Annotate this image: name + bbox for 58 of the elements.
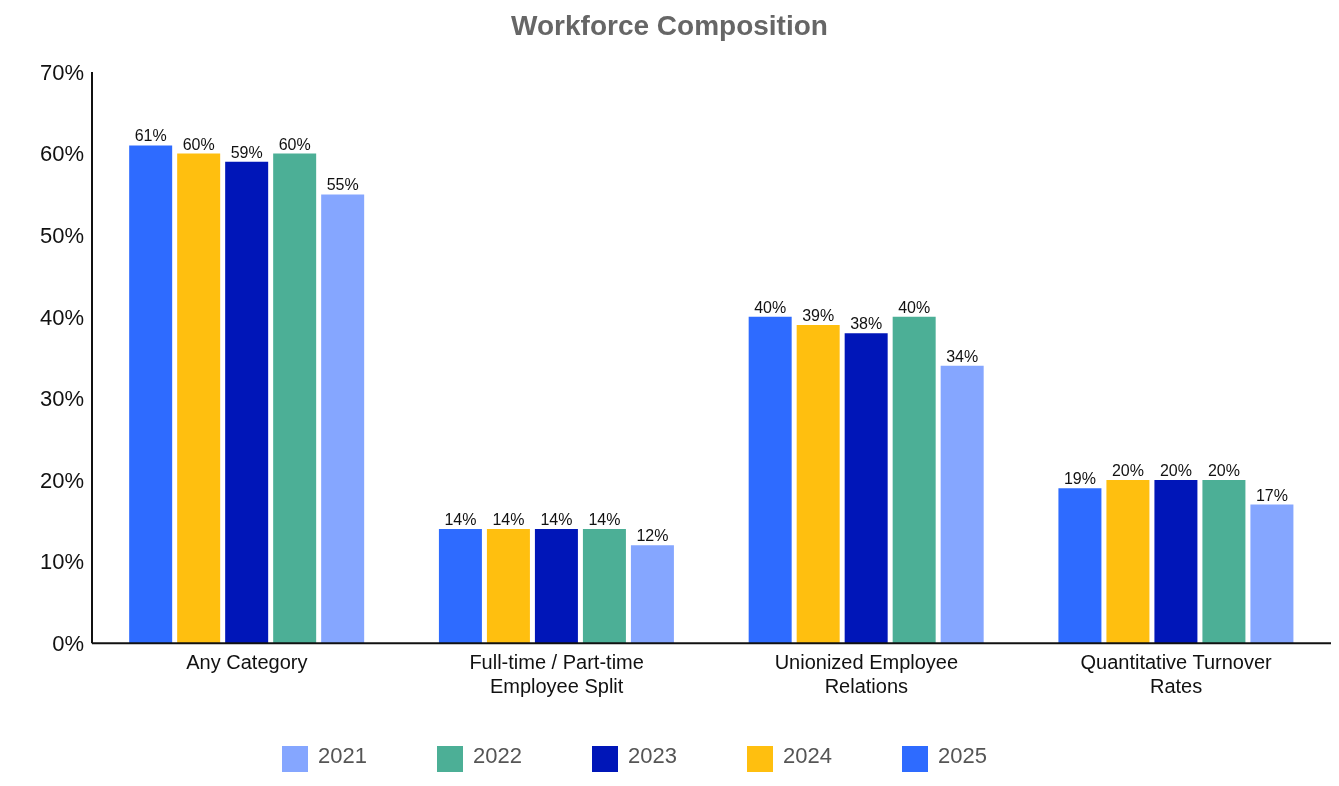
bar: [892, 316, 936, 644]
data-label: 59%: [230, 143, 263, 161]
data-label: 14%: [588, 510, 621, 528]
data-label: 19%: [1063, 470, 1096, 488]
legend-label: 2024: [782, 743, 832, 769]
data-label: 61%: [134, 127, 167, 145]
bar: [177, 153, 221, 644]
y-tick-label: 60%: [39, 141, 84, 167]
data-label: 14%: [492, 510, 525, 528]
x-tick-label: Any Category: [186, 651, 308, 674]
bar: [630, 545, 674, 644]
bar: [940, 365, 984, 644]
y-tick-label: 70%: [39, 59, 84, 85]
bar: [534, 528, 578, 644]
y-tick-label: 50%: [39, 223, 84, 249]
x-tick-label: Full-time / Part-time Employee Split: [469, 651, 644, 698]
y-tick-label: 0%: [52, 631, 84, 657]
bar: [748, 316, 792, 644]
data-label: 40%: [898, 298, 931, 316]
bar: [1106, 480, 1150, 644]
data-label: 20%: [1111, 462, 1144, 480]
y-tick-label: 20%: [39, 467, 84, 493]
bar: [1202, 480, 1246, 644]
bar: [273, 153, 317, 644]
bar: [844, 333, 888, 644]
data-label: 14%: [540, 510, 573, 528]
legend-label: 2022: [473, 743, 523, 769]
legend-label: 2021: [318, 743, 368, 769]
data-label: 20%: [1159, 462, 1192, 480]
x-tick-label: Quantitative Turnover Rates: [1080, 651, 1273, 698]
legend-label: 2023: [628, 743, 677, 769]
data-label: 17%: [1255, 486, 1288, 504]
data-label: 14%: [444, 510, 477, 528]
bar: [582, 528, 626, 644]
x-tick-label: Unionized Employee Relations: [774, 651, 959, 698]
data-label: 60%: [278, 135, 311, 153]
data-label: 60%: [182, 135, 215, 153]
bar: [1058, 488, 1102, 644]
data-label: 12%: [636, 527, 669, 545]
bar: [225, 161, 269, 644]
bar: [438, 528, 482, 644]
data-label: 39%: [802, 306, 835, 324]
y-tick-label: 10%: [39, 549, 84, 575]
data-label: 55%: [326, 176, 359, 194]
bar: [321, 194, 365, 644]
data-label: 40%: [754, 298, 787, 316]
y-tick-label: 30%: [39, 386, 84, 412]
bar: [129, 145, 173, 644]
legend-label: 2025: [937, 743, 987, 769]
chart-title: Workforce Composition: [510, 9, 829, 43]
bar: [796, 324, 840, 644]
bar: [1250, 504, 1294, 644]
data-label: 20%: [1207, 462, 1240, 480]
data-label: 34%: [946, 347, 979, 365]
y-tick-label: 40%: [39, 304, 84, 330]
bar: [1154, 480, 1198, 644]
bar: [486, 528, 530, 644]
data-label: 38%: [850, 315, 883, 333]
